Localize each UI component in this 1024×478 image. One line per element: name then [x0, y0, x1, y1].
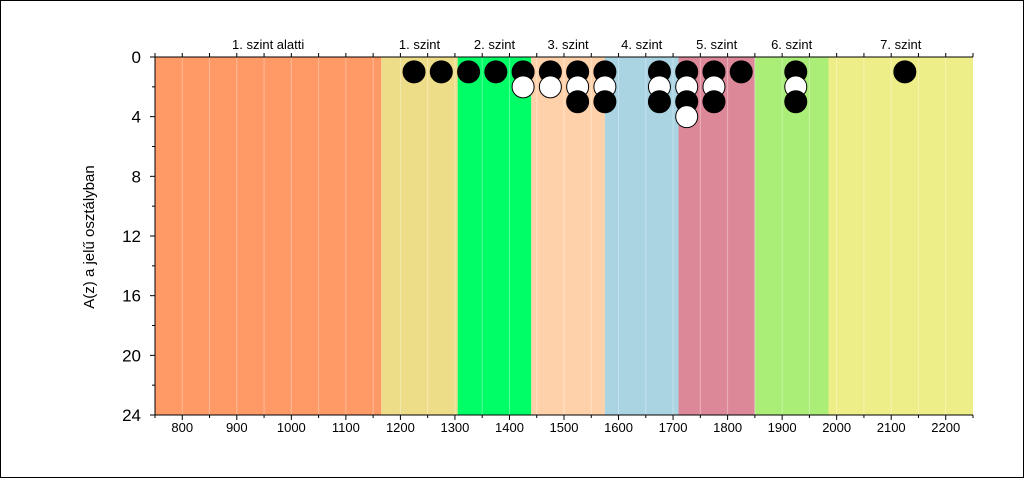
- x-tick-label-1500: 1500: [550, 420, 579, 435]
- band-8: [828, 57, 973, 415]
- point-black-1525-3: [566, 90, 590, 114]
- band-7: [754, 57, 829, 415]
- point-white-1425-2: [511, 75, 535, 99]
- band-label-6: 5. szint: [696, 37, 738, 52]
- band-label-1: 1. szint alatti: [232, 37, 304, 52]
- grid-lines: [181, 57, 947, 415]
- x-tick-label-2200: 2200: [931, 420, 960, 435]
- y-tick-label-8: 8: [132, 167, 141, 186]
- y-tick-label-16: 16: [122, 287, 141, 306]
- x-tick-label-900: 900: [226, 420, 248, 435]
- point-black-1925-3: [784, 90, 808, 114]
- point-black-1675-3: [647, 90, 671, 114]
- y-tick-label-20: 20: [122, 346, 141, 365]
- band-labels: 1. szint alatti 1. szint 2. szint 3. szint 4…: [232, 37, 922, 52]
- band-label-3: 2. szint: [474, 37, 516, 52]
- x-tick-label-2100: 2100: [877, 420, 906, 435]
- point-black-2125-1: [893, 60, 917, 84]
- x-tick-label-1600: 1600: [604, 420, 633, 435]
- data-points: [402, 60, 917, 129]
- x-tick-label-1700: 1700: [659, 420, 688, 435]
- y-tick-label-0: 0: [132, 48, 141, 67]
- band-4: [531, 57, 605, 415]
- band-1: [155, 57, 382, 415]
- y-tick-labels: 0 4 8 12 16 20 24: [122, 48, 141, 425]
- x-tick-label-1400: 1400: [495, 420, 524, 435]
- band-3: [457, 57, 532, 415]
- x-tick-label-800: 800: [171, 420, 193, 435]
- axes: [150, 53, 974, 420]
- x-tick-label-1100: 1100: [332, 420, 360, 435]
- point-black-1775-3: [702, 90, 726, 114]
- x-tick-label-1000: 1000: [277, 420, 306, 435]
- point-black-1375-1: [484, 60, 508, 84]
- band-label-8: 7. szint: [880, 37, 922, 52]
- x-tick-labels: 800 900 1000 1100 1200 1300 1400 1500 1600 1700 18…: [171, 420, 960, 435]
- point-black-1575-3: [593, 90, 617, 114]
- point-black-1825-1: [729, 60, 753, 84]
- x-tick-label-1300: 1300: [440, 420, 469, 435]
- x-tick-label-1900: 1900: [768, 420, 797, 435]
- band-label-5: 4. szint: [621, 37, 663, 52]
- x-tick-label-2000: 2000: [822, 420, 851, 435]
- y-tick-label-24: 24: [122, 406, 141, 425]
- band-label-4: 3. szint: [547, 37, 589, 52]
- band-label-7: 6. szint: [771, 37, 813, 52]
- band-label-2: 1. szint: [399, 37, 441, 52]
- y-tick-label-4: 4: [132, 108, 141, 127]
- x-tick-label-1200: 1200: [386, 420, 415, 435]
- x-tick-label-1800: 1800: [713, 420, 742, 435]
- y-tick-label-12: 12: [122, 227, 141, 246]
- band-2: [381, 57, 458, 415]
- point-white-1475-2: [538, 75, 562, 99]
- point-black-1225-1: [402, 60, 426, 84]
- y-axis-label: A(z) a jelű osztályban: [81, 165, 98, 308]
- point-black-1325-1: [457, 60, 481, 84]
- point-black-1275-1: [429, 60, 453, 84]
- band-5: [604, 57, 679, 415]
- level-bands: [155, 57, 973, 415]
- point-white-1725-4: [675, 105, 699, 129]
